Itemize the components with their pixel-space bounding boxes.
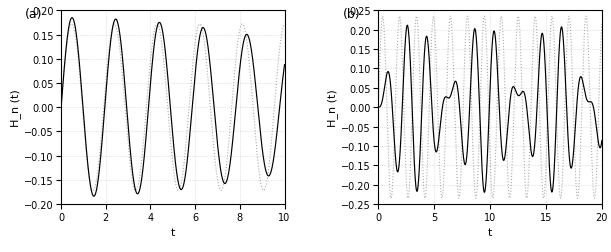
- Text: (a): (a): [25, 8, 43, 20]
- Y-axis label: H_n (t): H_n (t): [10, 89, 21, 127]
- Y-axis label: H_n (t): H_n (t): [327, 89, 338, 127]
- X-axis label: t: t: [488, 227, 492, 237]
- Text: (b): (b): [343, 8, 360, 20]
- X-axis label: t: t: [170, 227, 175, 237]
